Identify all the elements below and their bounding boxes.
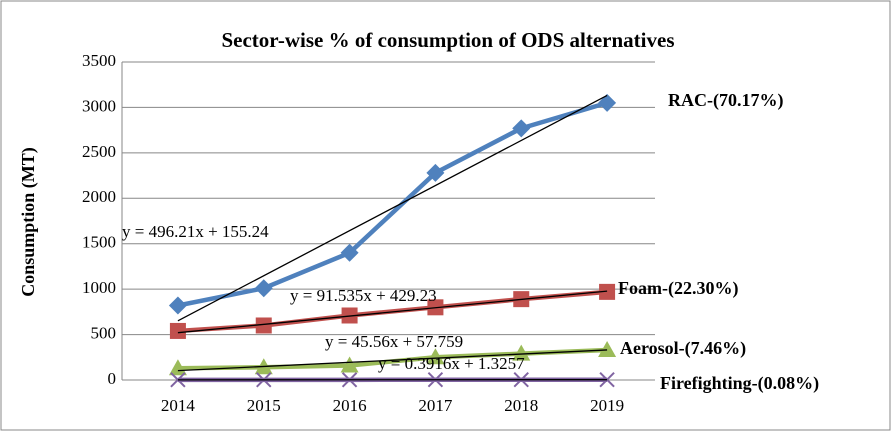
series-label: RAC-(70.17%) bbox=[668, 90, 783, 111]
series-line bbox=[177, 100, 608, 308]
y-tick-label: 2500 bbox=[82, 142, 116, 161]
trendline bbox=[177, 94, 608, 322]
marker bbox=[426, 163, 445, 182]
y-tick-label: 3500 bbox=[82, 51, 116, 70]
series-label: Aerosol-(7.46%) bbox=[620, 338, 746, 359]
marker bbox=[512, 119, 531, 138]
marker bbox=[340, 243, 359, 262]
x-tick-label: 2018 bbox=[504, 396, 538, 415]
trendline-label: y = 45.56x + 57.759 bbox=[325, 332, 463, 351]
marker bbox=[168, 359, 187, 376]
marker bbox=[598, 341, 617, 358]
marker bbox=[599, 283, 616, 300]
trendline-label: y = 0.3916x + 1.3257 bbox=[378, 354, 525, 373]
x-tick-label: 2019 bbox=[590, 396, 624, 415]
x-tick-label: 2014 bbox=[161, 396, 196, 415]
marker bbox=[254, 279, 273, 298]
trendline-label: y = 496.21x + 155.24 bbox=[122, 222, 269, 241]
y-axis-title: Consumption (MT) bbox=[18, 147, 39, 297]
marker bbox=[340, 356, 359, 373]
y-tick-label: 2000 bbox=[82, 187, 116, 206]
x-tick-label: 2017 bbox=[418, 396, 453, 415]
y-tick-label: 500 bbox=[91, 323, 117, 342]
x-tick-label: 2015 bbox=[247, 396, 281, 415]
marker bbox=[512, 344, 531, 361]
y-tick-label: 3000 bbox=[82, 96, 116, 115]
trendline-label: y = 91.535x + 429.23 bbox=[290, 286, 437, 305]
series-label: Firefighting-(0.08%) bbox=[660, 373, 819, 394]
y-tick-label: 0 bbox=[108, 369, 117, 388]
marker bbox=[168, 296, 187, 315]
x-tick-label: 2016 bbox=[333, 396, 367, 415]
marker bbox=[169, 322, 186, 339]
marker bbox=[426, 348, 445, 365]
y-tick-label: 1000 bbox=[82, 278, 116, 297]
series-label: Foam-(22.30%) bbox=[618, 278, 738, 299]
marker bbox=[255, 317, 272, 334]
chart-title: Sector-wise % of consumption of ODS alte… bbox=[221, 28, 674, 52]
trendline bbox=[177, 290, 608, 334]
y-tick-label: 1500 bbox=[82, 233, 116, 252]
trendline bbox=[177, 349, 608, 372]
